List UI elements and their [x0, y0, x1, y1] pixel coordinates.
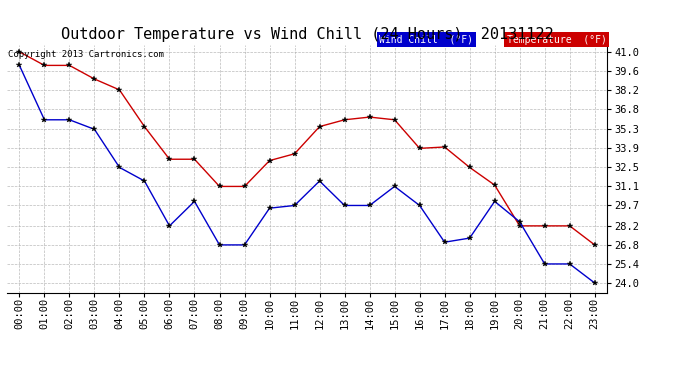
Title: Outdoor Temperature vs Wind Chill (24 Hours)  20131122: Outdoor Temperature vs Wind Chill (24 Ho…: [61, 27, 553, 42]
Text: Copyright 2013 Cartronics.com: Copyright 2013 Cartronics.com: [8, 50, 164, 59]
Text: Wind Chill  (°F): Wind Chill (°F): [379, 34, 473, 45]
Text: Temperature  (°F): Temperature (°F): [506, 34, 607, 45]
